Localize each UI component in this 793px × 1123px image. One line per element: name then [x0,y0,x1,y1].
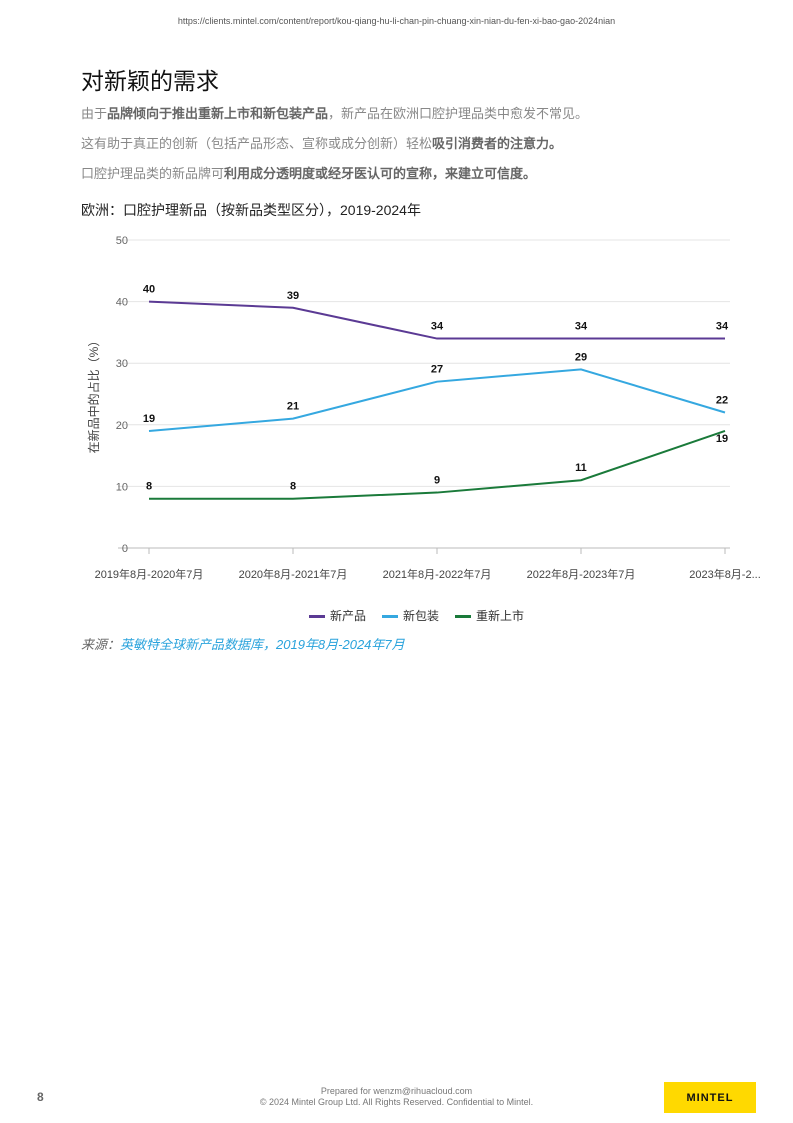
y-tick-label: 10 [116,481,128,493]
series-line-1 [148,368,726,432]
data-label: 19 [716,433,728,445]
y-tick-label: 30 [116,358,128,370]
legend-item[interactable]: 新产品 [308,607,366,624]
text: 这有助于真正的创新（包括产品形态、宣称或成分创新）轻松 [81,136,433,151]
legend-item[interactable]: 新包装 [381,607,439,624]
y-tick-label: 20 [116,420,128,432]
legend-swatch [455,615,471,619]
y-axis-label: 在新品中的占比（%） [86,335,101,454]
data-label: 34 [716,321,729,333]
chart-title: 欧洲：口腔护理新品（按新品类型区分），2019-2024年 [81,202,421,218]
data-label: 8 [290,481,296,493]
data-label: 19 [143,413,155,425]
paragraph-2: 这有助于真正的创新（包括产品形态、宣称或成分创新）轻松吸引消费者的注意力。 [81,133,562,152]
source-note: 来源：英敏特全球新产品数据库，2019年8月-2024年7月 [81,634,405,653]
series-line-0 [148,300,725,340]
mintel-logo: MINTEL [664,1082,756,1113]
text: 口腔护理品类的新品牌可 [81,166,225,181]
bold-text: 品牌倾向于推出重新上市和新包装产品 [107,106,329,121]
series-line-2 [149,430,726,500]
legend-item[interactable]: 重新上市 [455,607,524,624]
page-title: 对新颖的需求 [81,68,219,94]
data-label: 9 [434,475,440,487]
legend-swatch [381,615,398,619]
prepared-for: Prepared for wenzm@rihuacloud.com [320,1086,473,1096]
data-label: 21 [287,401,299,413]
line-chart: 0 10 20 30 40 50 2019年8月-2020年7月 2020年8月-2021年7… [86,235,761,581]
text: ，新产品在欧洲口腔护理品类中愈发不常见。 [328,106,589,121]
text: 由于 [81,106,108,121]
footer-text: Prepared for wenzm@rihuacloud.com © 2024 … [0,1086,793,1108]
y-tick-label: 40 [116,297,128,309]
page-url: https://clients.mintel.com/content/repor… [177,16,616,26]
data-label: 8 [146,481,152,493]
chart-legend: 新产品 新包装 重新上市 [20,607,793,624]
x-tick-label: 2019年8月-2020年7月 [95,567,204,581]
data-label: 27 [431,364,443,376]
source-value[interactable]: 英敏特全球新产品数据库，2019年8月-2024年7月 [120,637,405,652]
data-label: 34 [431,321,444,333]
x-tick-label: 2022年8月-2023年7月 [527,567,636,581]
x-tick-label: 2023年8月-2... [689,567,761,581]
x-tick-label: 2020年8月-2021年7月 [239,567,348,581]
y-tick-label: 0 [122,543,128,555]
x-tick-label: 2021年8月-2022年7月 [383,567,492,581]
data-label: 29 [575,351,587,363]
data-label: 22 [716,394,728,406]
data-label: 11 [575,462,587,474]
paragraph-3: 口腔护理品类的新品牌可利用成分透明度或经牙医认可的宣称，来建立可信度。 [81,163,536,182]
data-label: 40 [143,284,155,296]
legend-label: 新包装 [402,609,439,623]
y-tick-label: 50 [116,235,128,247]
source-label: 来源： [81,637,121,652]
page-number: 8 [37,1090,44,1104]
copyright: © 2024 Mintel Group Ltd. All Rights Rese… [259,1097,534,1107]
paragraph-1: 由于品牌倾向于推出重新上市和新包装产品，新产品在欧洲口腔护理品类中愈发不常见。 [81,103,588,122]
legend-swatch [308,615,325,619]
data-label: 39 [287,290,299,302]
data-label: 34 [575,321,588,333]
bold-text: 利用成分透明度或经牙医认可的宣称，来建立可信度。 [224,166,537,181]
legend-label: 新产品 [329,609,366,623]
legend-label: 重新上市 [476,609,525,623]
bold-text: 吸引消费者的注意力。 [432,136,563,151]
